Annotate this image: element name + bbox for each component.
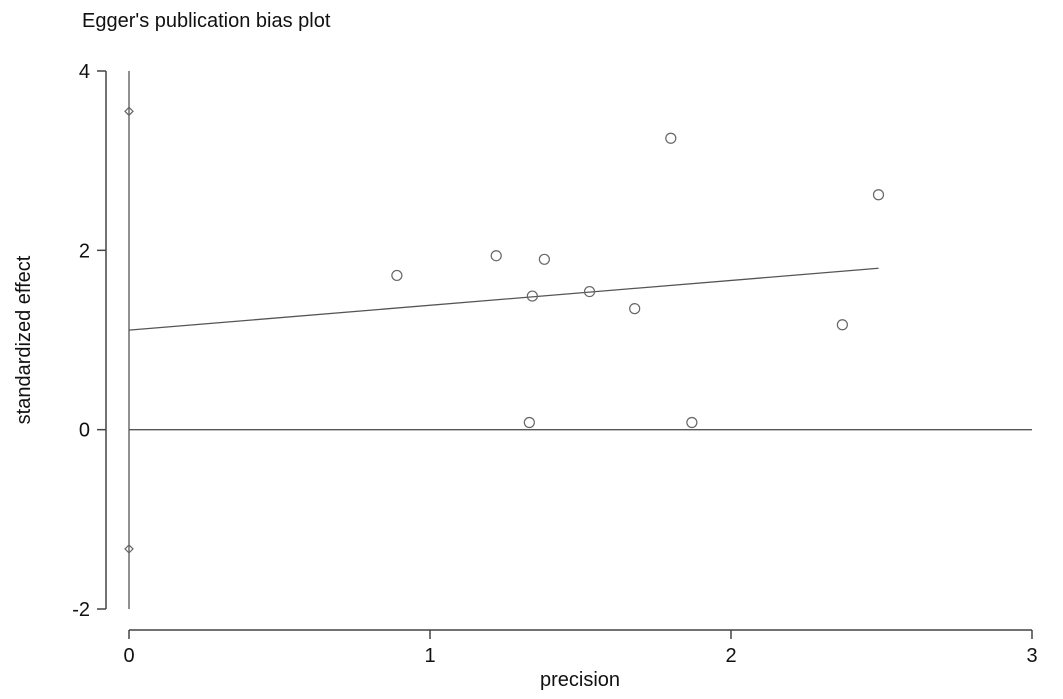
axes — [105, 71, 1032, 631]
data-points — [391, 132, 885, 429]
x-tick-label: 2 — [725, 645, 736, 667]
y-ticks: -2 0 2 4 — [72, 61, 106, 621]
data-point — [686, 416, 698, 429]
ci-markers — [124, 106, 134, 554]
chart-title: Egger's publication bias plot — [82, 10, 331, 32]
y-tick-label: -2 — [72, 599, 90, 621]
y-axis-label: standardized effect — [13, 255, 35, 424]
x-tick-label: 3 — [1026, 645, 1037, 667]
data-point — [836, 319, 848, 331]
x-axis-label: precision — [540, 669, 620, 691]
y-tick-label: 2 — [79, 240, 90, 262]
data-point — [538, 253, 550, 265]
y-tick-label: 0 — [79, 420, 90, 442]
data-point — [665, 132, 677, 144]
data-point — [629, 303, 641, 315]
ci-upper-marker — [124, 106, 134, 117]
data-point — [391, 269, 403, 282]
data-point — [526, 290, 538, 302]
x-ticks: 0 1 2 3 — [123, 630, 1038, 667]
x-tick-label: 0 — [123, 645, 134, 667]
data-point — [490, 250, 502, 262]
data-point — [872, 189, 885, 201]
data-point — [523, 416, 535, 429]
data-point — [583, 285, 596, 298]
regression-line — [128, 267, 879, 331]
x-tick-label: 1 — [424, 645, 435, 667]
y-tick-label: 4 — [79, 61, 90, 83]
ci-lower-marker — [124, 544, 134, 554]
